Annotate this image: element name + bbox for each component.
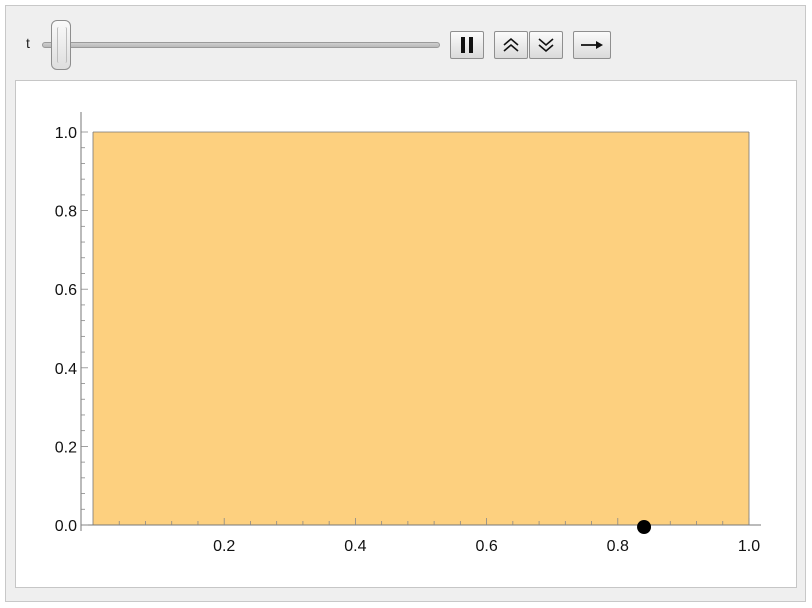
slider-label: t	[26, 35, 30, 51]
y-tick-label: 0.8	[55, 204, 77, 221]
y-tick-label: 0.2	[55, 439, 77, 456]
slower-button[interactable]	[529, 31, 563, 59]
pause-icon	[461, 37, 473, 53]
x-tick-label: 0.6	[475, 538, 497, 555]
y-tick-label: 0.6	[55, 282, 77, 299]
right-arrow-icon	[581, 41, 603, 49]
y-tick-label: 0.4	[55, 361, 77, 378]
x-tick-label: 0.8	[607, 538, 629, 555]
pause-button[interactable]	[450, 31, 484, 59]
y-tick-label: 1.0	[55, 125, 77, 142]
double-chevron-up-icon	[503, 37, 519, 52]
double-chevron-down-icon	[538, 38, 554, 53]
t-slider-thumb[interactable]	[51, 20, 71, 70]
x-tick-label: 0.2	[213, 538, 235, 555]
filled-region	[93, 132, 749, 525]
axis-ticks	[81, 131, 750, 526]
faster-button[interactable]	[494, 31, 528, 59]
direction-button[interactable]	[573, 31, 611, 59]
y-tick-label: 0.0	[55, 518, 77, 535]
x-tick-label: 0.4	[344, 538, 366, 555]
data-point	[637, 520, 652, 534]
x-tick-label: 1.0	[738, 538, 760, 555]
t-slider-track[interactable]	[42, 42, 440, 48]
